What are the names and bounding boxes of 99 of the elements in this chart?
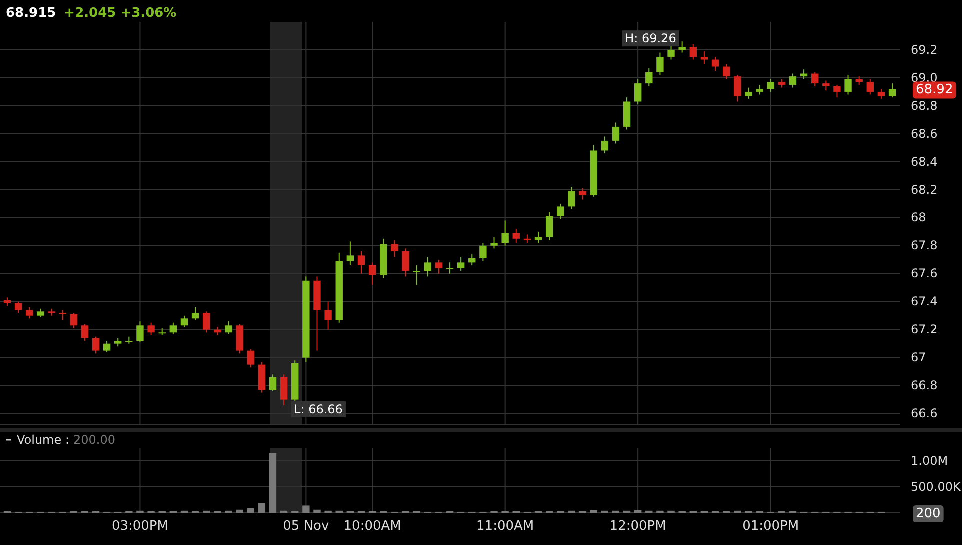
- candlestick: [712, 56, 720, 72]
- candlestick: [148, 322, 155, 336]
- bar: [247, 508, 254, 513]
- candlestick: [568, 186, 576, 210]
- candlestick: [767, 78, 774, 92]
- candlestick: [424, 256, 432, 278]
- candlestick: [756, 84, 764, 96]
- candlestick: [391, 240, 398, 258]
- x-tick-label: 03:00PM: [112, 519, 168, 534]
- candlestick: [368, 262, 376, 286]
- candlestick: [192, 306, 200, 321]
- candlestick: [70, 312, 78, 329]
- candlestick: [512, 228, 520, 244]
- y-tick-label: 68: [911, 210, 926, 225]
- bar: [302, 506, 310, 513]
- chart-subtitle: +2.045 +3.06%: [64, 6, 177, 21]
- annotation: H: 69.26: [625, 32, 676, 46]
- candlestick: [734, 74, 742, 102]
- candlestick: [888, 83, 896, 98]
- candlestick: [92, 336, 100, 354]
- candlestick: [690, 44, 697, 60]
- candlestick: [490, 236, 498, 250]
- text: 200: [916, 506, 941, 522]
- y-tick-label: 67.4: [911, 294, 938, 309]
- candlestick: [811, 72, 819, 87]
- y-tick-label: 69.0: [911, 70, 938, 85]
- candlestick: [170, 322, 178, 335]
- x-tick-label: 10:00AM: [344, 519, 402, 534]
- candlestick: [103, 340, 111, 353]
- x-tick-label: 11:00AM: [476, 519, 534, 534]
- candlestick: [457, 256, 465, 272]
- y-tick-label: 67.8: [911, 238, 938, 253]
- text: 200.00: [74, 433, 116, 447]
- candlestick: [557, 203, 564, 220]
- chart-title: 68.915: [6, 6, 56, 21]
- chart-title: Volume :: [17, 433, 70, 447]
- y-tick-label: 67.6: [911, 266, 938, 281]
- candlestick: [247, 348, 254, 368]
- candlestick: [822, 80, 830, 92]
- candlestick: [358, 250, 366, 274]
- candlestick: [225, 320, 232, 335]
- candlestick: [14, 301, 22, 314]
- candlestick: [878, 88, 886, 100]
- candlestick: [26, 306, 34, 320]
- candlestick: [844, 74, 852, 96]
- candlestick: [280, 374, 288, 406]
- candlestick: [579, 188, 586, 200]
- x-tick-label: 12:00PM: [610, 519, 666, 534]
- x-tick-label: 05 Nov: [283, 519, 330, 534]
- candlestick: [435, 259, 443, 274]
- candlestick: [546, 212, 554, 241]
- x-tick-label: 01:00PM: [742, 519, 800, 534]
- candlestick: [468, 254, 476, 266]
- candlestick: [745, 87, 752, 100]
- candlestick: [81, 324, 89, 342]
- candlestick: [180, 315, 188, 328]
- y-tick-label: 69.2: [911, 42, 938, 57]
- candlestick: [269, 374, 277, 392]
- y-tick-label: 1.00M: [911, 454, 948, 468]
- y-tick-label: 67.2: [911, 322, 938, 337]
- candlestick: [834, 84, 841, 98]
- y-tick-label: 67: [911, 350, 926, 365]
- bar: [634, 510, 642, 513]
- bar: [258, 503, 266, 513]
- candlestick: [678, 41, 686, 54]
- y-tick-label: 68.2: [911, 182, 938, 197]
- bar: [236, 510, 244, 513]
- candlestick: [656, 52, 664, 76]
- candlestick: [634, 78, 642, 106]
- bar: [269, 453, 277, 513]
- candlestick: [646, 68, 653, 87]
- text: 68.92: [916, 82, 954, 98]
- candlestick: [534, 231, 542, 244]
- candlestick: [59, 310, 66, 321]
- y-tick-label: 68.8: [911, 98, 938, 113]
- candlestick: [446, 262, 454, 274]
- bar: [314, 510, 321, 513]
- candlestick: [612, 122, 620, 144]
- candlestick: [324, 301, 332, 330]
- bar: [590, 510, 598, 513]
- y-tick-label: 68.4: [911, 154, 938, 169]
- candlestick: [480, 242, 487, 262]
- candlestick: [346, 241, 354, 266]
- y-tick-label: 66.8: [911, 378, 938, 393]
- candlestick: [789, 73, 797, 88]
- candlestick: [502, 220, 509, 246]
- candlestick: [136, 320, 144, 343]
- y-tick-label: 66.6: [911, 406, 938, 421]
- candlestick: [402, 248, 410, 278]
- candlestick: [203, 311, 210, 334]
- candlestick: [601, 136, 608, 154]
- y-tick-label: 500.00K: [911, 480, 962, 494]
- y-tick-label: 68.6: [911, 126, 938, 141]
- candlestick: [700, 50, 708, 64]
- annotation: L: 66.66: [294, 402, 343, 416]
- candlestick: [668, 45, 675, 60]
- candlestick: [413, 264, 420, 286]
- candlestick: [866, 78, 874, 96]
- candlestick: [722, 63, 730, 80]
